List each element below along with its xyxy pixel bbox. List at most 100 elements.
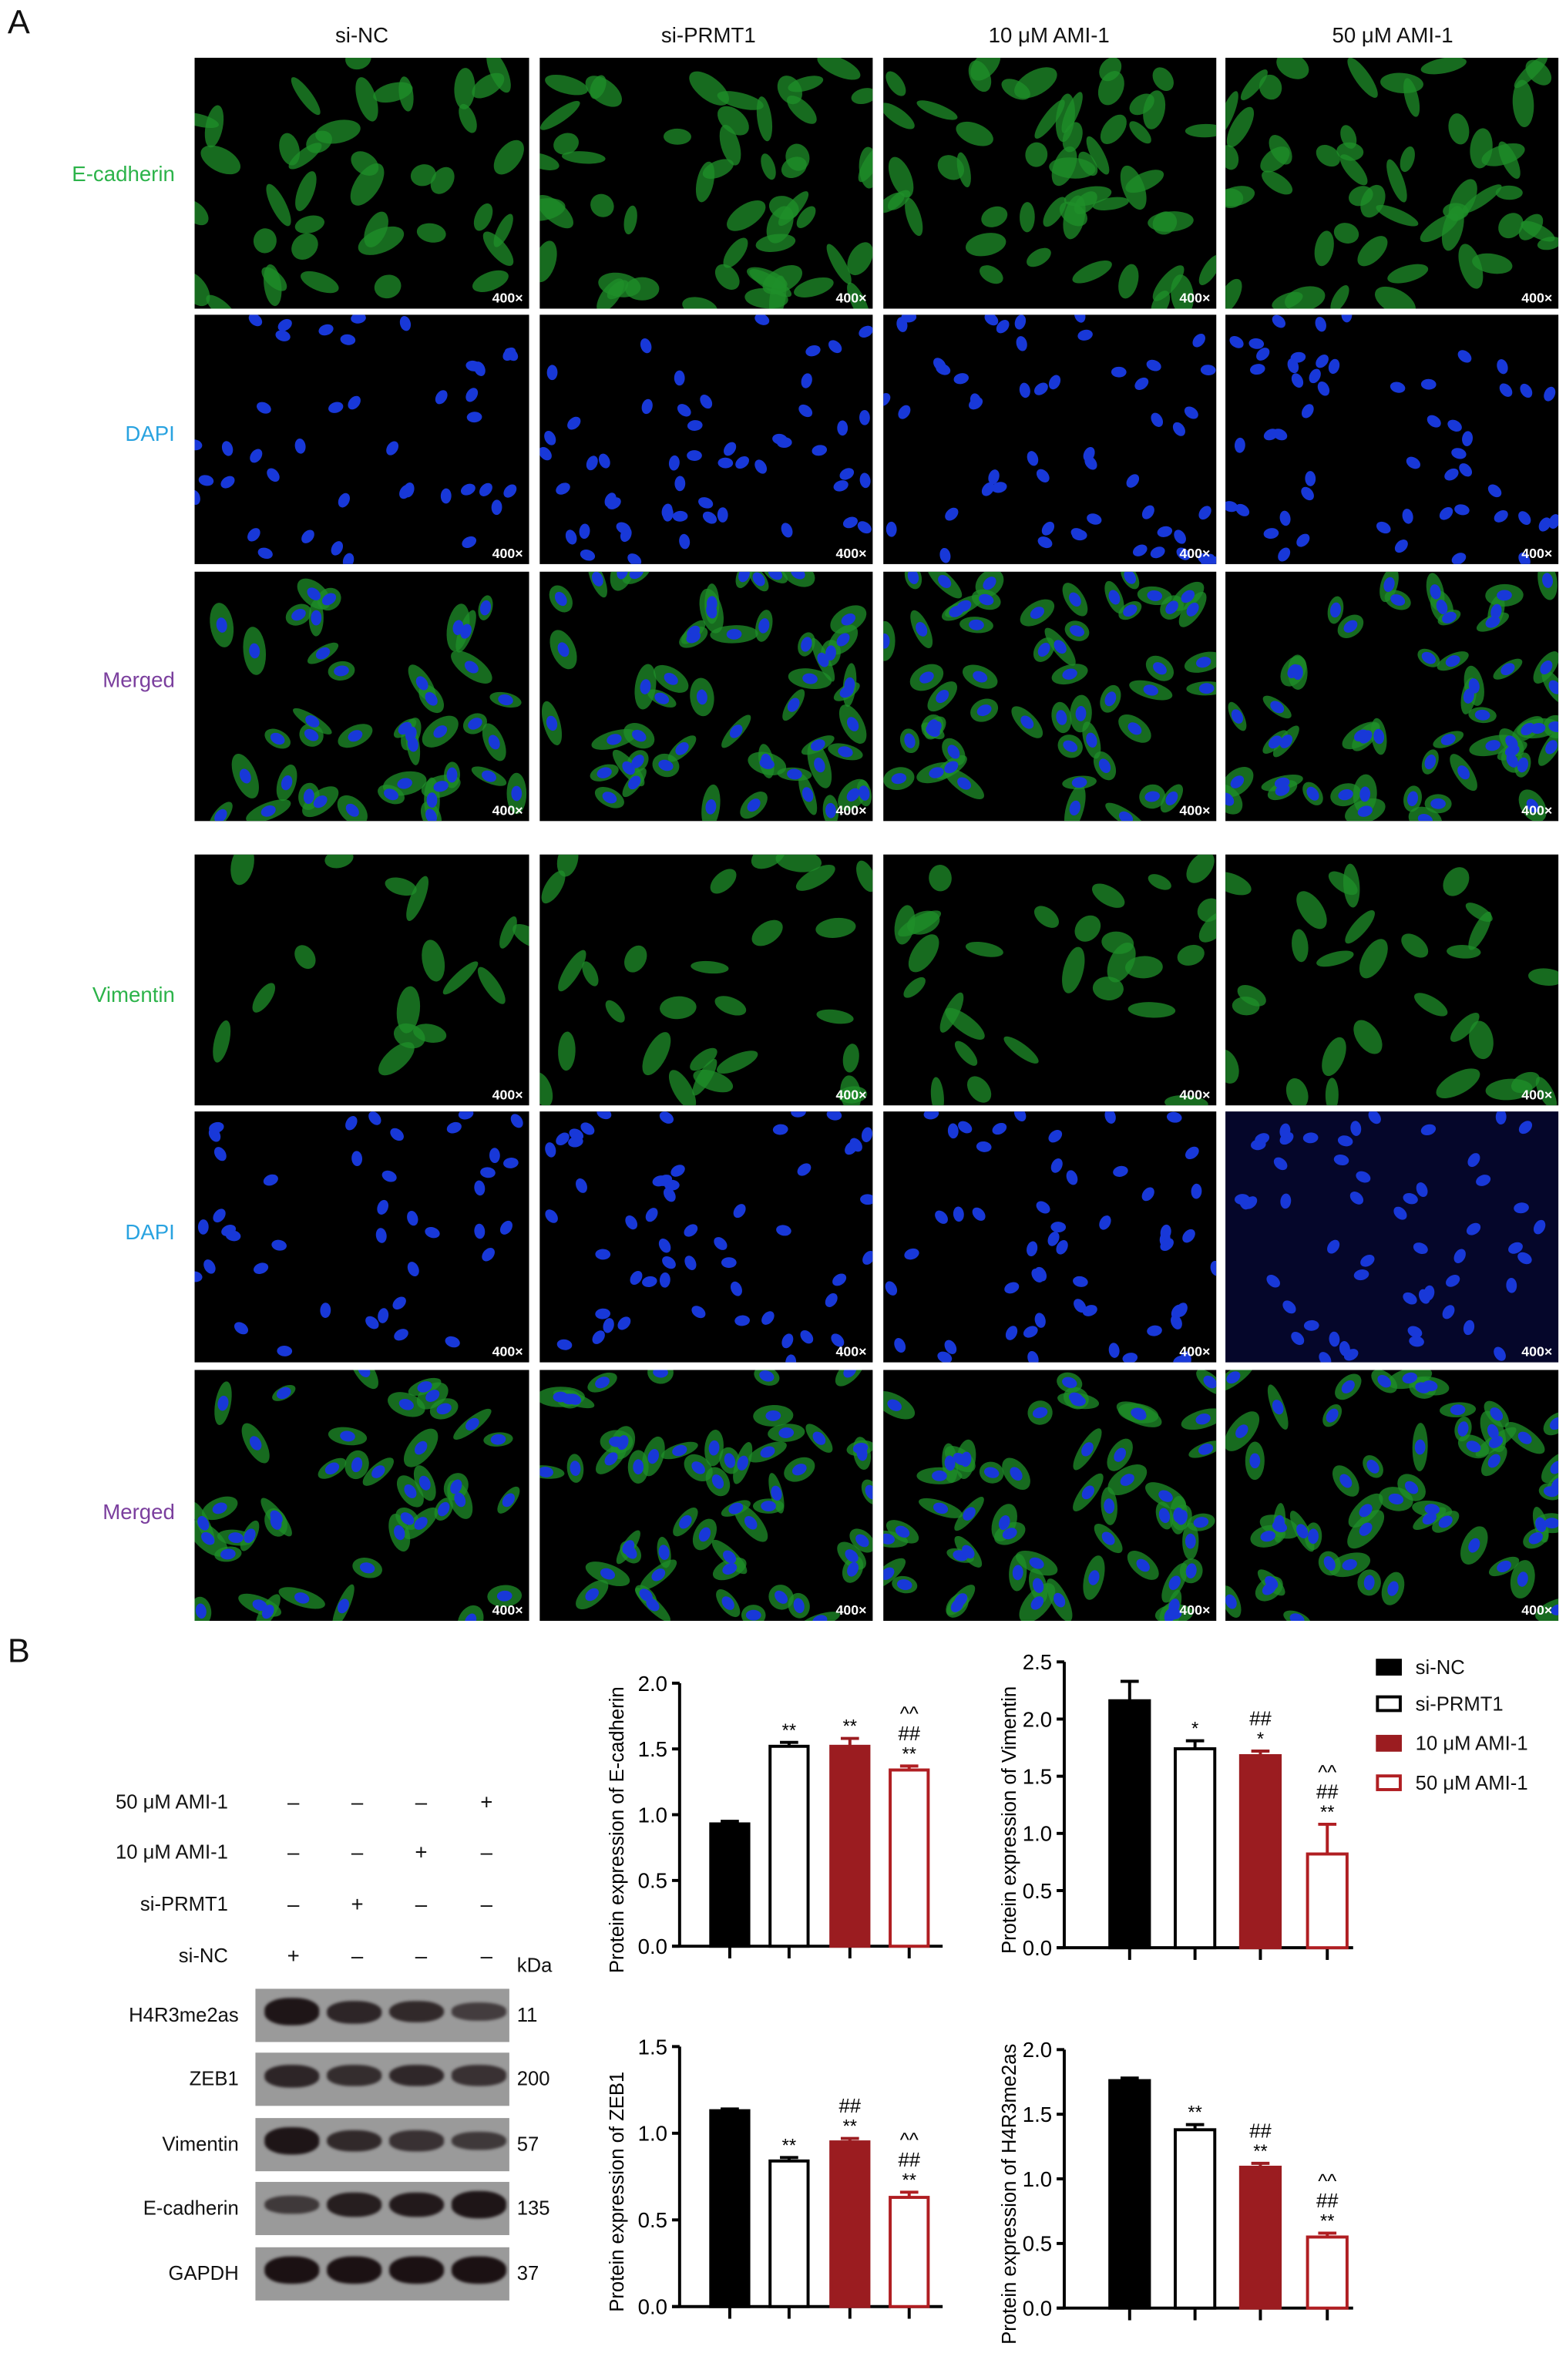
cell-nucleus: [983, 577, 996, 590]
cell-nucleus: [491, 499, 502, 516]
cell-nucleus: [686, 631, 701, 644]
cell-nucleus: [674, 370, 685, 386]
cell-cytoplasm: [815, 917, 856, 938]
cell-nucleus: [949, 605, 964, 617]
cell-cytoplasm: [1521, 220, 1555, 242]
y-tick-label: 1.5: [638, 1737, 667, 1761]
bar: [1306, 1852, 1349, 1950]
cell-nucleus: [812, 445, 828, 456]
cell-cytoplasm: [965, 941, 1003, 957]
cell-nucleus: [1376, 521, 1391, 534]
cell-nucleus: [729, 724, 743, 738]
cell-nucleus: [598, 453, 610, 469]
cell-nucleus: [1518, 511, 1531, 525]
cell-nucleus: [839, 468, 855, 480]
cell-nucleus: [1296, 533, 1310, 547]
cell-nucleus: [1333, 1154, 1349, 1166]
cell-nucleus: [1032, 1407, 1048, 1419]
cell-cytoplasm: [1333, 223, 1359, 244]
cell-nucleus: [895, 1525, 910, 1538]
cell-cytoplasm: [956, 152, 971, 188]
cell-nucleus: [398, 1399, 414, 1410]
cell-cytoplasm: [442, 961, 479, 995]
cell-nucleus: [263, 1174, 278, 1186]
cell-nucleus: [733, 1204, 746, 1219]
cell-cytoplasm: [1027, 247, 1051, 267]
cell-nucleus: [603, 1318, 614, 1333]
cell-cytoplasm: [1014, 67, 1057, 99]
cell-nucleus: [281, 775, 293, 791]
cell-cytoplasm: [301, 271, 339, 294]
magnification-label: 400×: [835, 290, 867, 306]
protein-band: [264, 2127, 320, 2154]
cell-cytoplasm: [1025, 142, 1048, 167]
cell-nucleus: [567, 416, 581, 430]
cell-cytoplasm: [796, 206, 816, 228]
bar: [709, 1822, 751, 1948]
cell-cytoplasm: [1051, 146, 1077, 187]
cell-nucleus: [1166, 1111, 1182, 1123]
cell-nucleus: [340, 334, 356, 345]
cell-nucleus: [847, 1561, 859, 1577]
cell-nucleus: [1054, 640, 1067, 654]
cell-nucleus: [365, 1316, 379, 1330]
cell-nucleus: [1451, 448, 1467, 459]
cell-nucleus: [609, 1436, 624, 1447]
legend-item-10um-ami1: 10 μM AMI-1: [1376, 1732, 1528, 1755]
cell-nucleus: [556, 1132, 570, 1146]
cell-cytoplasm: [194, 200, 209, 226]
cell-nucleus: [1440, 734, 1456, 745]
cell-nucleus: [698, 497, 714, 509]
cell-cytoplasm: [493, 140, 524, 175]
micrograph: 400×: [539, 571, 873, 822]
cell-cytoplasm: [378, 1042, 415, 1076]
cell-nucleus: [591, 571, 603, 587]
cell-nucleus: [1181, 590, 1195, 603]
cell-nucleus: [860, 1194, 873, 1205]
blot-kda: 37: [516, 2261, 539, 2285]
cell-cytoplasm: [1118, 264, 1139, 299]
protein-band: [451, 2256, 506, 2284]
cell-cytoplasm: [1099, 57, 1122, 82]
cell-nucleus: [465, 360, 481, 371]
cell-nucleus: [935, 1210, 948, 1224]
cell-nucleus: [887, 1399, 902, 1411]
cell-nucleus: [1383, 577, 1395, 593]
cell-nucleus: [1153, 662, 1167, 675]
cell-cytoplasm: [291, 233, 318, 260]
cell-nucleus: [721, 1257, 737, 1269]
cell-nucleus: [781, 1333, 794, 1349]
cell-cytoplasm: [1525, 59, 1552, 86]
cell-cytoplasm: [816, 1009, 854, 1024]
cell-nucleus: [1069, 625, 1085, 637]
cell-nucleus: [392, 1296, 406, 1310]
cell-nucleus: [1074, 1299, 1087, 1313]
significance-mark: ##: [1316, 2190, 1339, 2212]
cell-nucleus: [1113, 1165, 1128, 1177]
cell-nucleus: [1357, 805, 1373, 817]
cell-nucleus: [1230, 775, 1245, 788]
micrograph: 400×: [539, 57, 873, 309]
cell-cytoplasm: [1225, 872, 1252, 896]
magnification-label: 400×: [1179, 546, 1211, 561]
y-tick-label: 2.0: [1023, 1707, 1052, 1731]
cell-nucleus: [1062, 1377, 1077, 1389]
cell-cytoplasm: [1101, 931, 1134, 954]
bar: [1306, 2235, 1349, 2310]
cell-nucleus: [1402, 509, 1413, 524]
cell-nucleus: [1406, 456, 1421, 469]
cell-cytoplasm: [939, 992, 964, 1033]
cell-cytoplasm: [1074, 915, 1101, 942]
cell-nucleus: [617, 571, 628, 580]
legend-label: 10 μM AMI-1: [1415, 1732, 1528, 1755]
cell-nucleus: [1301, 486, 1314, 501]
cell-nucleus: [620, 527, 632, 543]
y-tick-label: 1.0: [1023, 2167, 1052, 2191]
micrograph: 400×: [883, 314, 1217, 564]
significance-mark: **: [782, 2136, 796, 2156]
cell-nucleus: [1302, 1132, 1319, 1144]
cell-nucleus: [849, 1138, 862, 1152]
cell-nucleus: [503, 484, 517, 498]
cell-cytoplasm: [324, 854, 354, 869]
